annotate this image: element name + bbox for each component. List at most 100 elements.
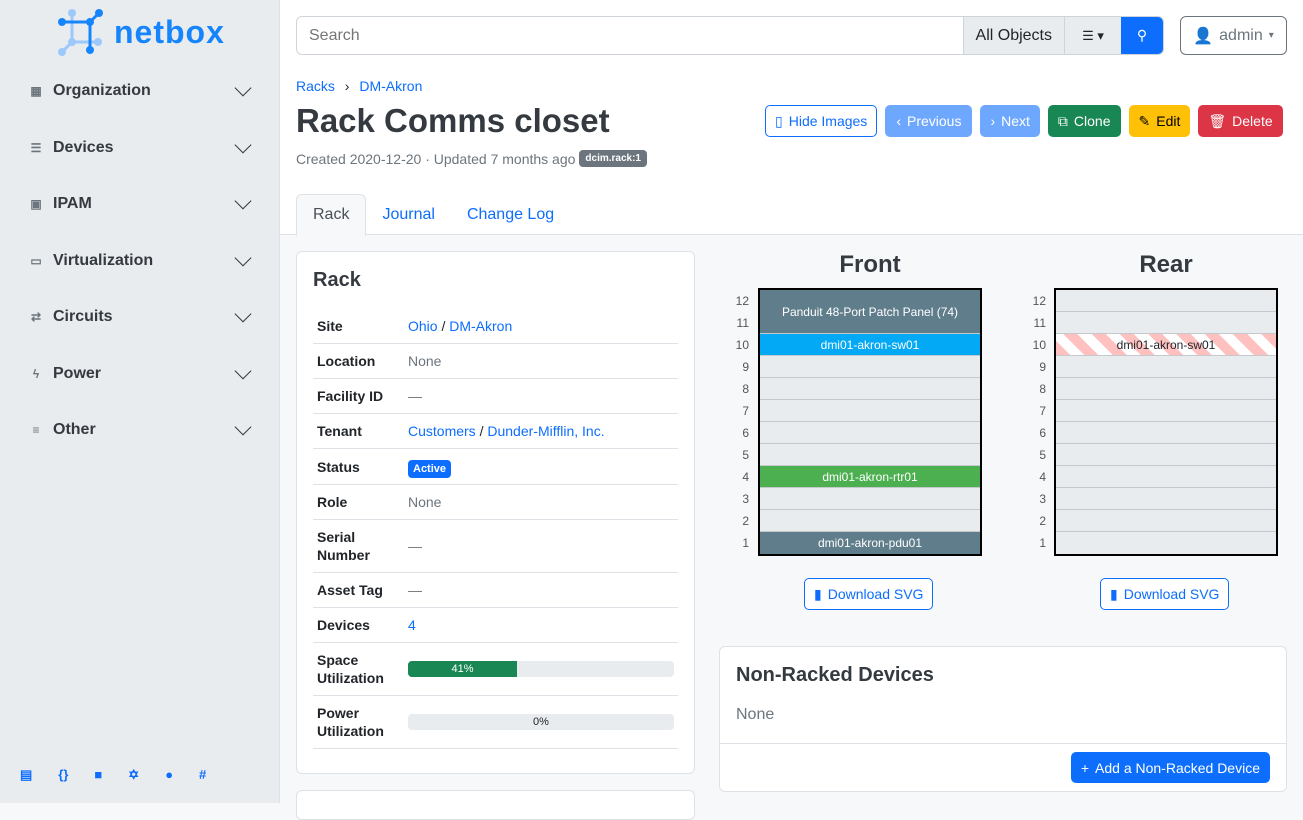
empty-slot[interactable] [760, 422, 980, 444]
nav-label: Devices [53, 139, 114, 156]
device-sw01-rear[interactable]: dmi01-akron-sw01 [1056, 334, 1276, 356]
table-row: Power Utilization 0% [313, 695, 678, 749]
tab-journal[interactable]: Journal [382, 205, 435, 223]
device-rtr01[interactable]: dmi01-akron-rtr01 [760, 466, 980, 488]
attr-label: Location [313, 343, 404, 379]
region-link[interactable]: Ohio [408, 318, 438, 334]
empty-slot[interactable] [760, 356, 980, 378]
attr-value: None [404, 343, 678, 379]
graphql-icon[interactable]: ✡ [128, 767, 140, 782]
search-input[interactable] [297, 17, 963, 54]
tenant-group-link[interactable]: Customers [408, 423, 476, 439]
device-label: dmi01-akron-rtr01 [822, 469, 918, 484]
status-badge: Active [408, 459, 452, 478]
hide-images-button[interactable]: ▯ Hide Images [765, 105, 878, 137]
tab-change-log[interactable]: Change Log [466, 205, 555, 223]
unit-number: 6 [742, 426, 749, 440]
github-icon[interactable]: ● [165, 767, 174, 782]
table-row: Space Utilization 41% [313, 642, 678, 696]
empty-slot[interactable] [1056, 356, 1276, 378]
unit-number: 11 [736, 316, 749, 330]
progress-fill: 41% [408, 661, 518, 677]
object-tag-badge: dcim.rack:1 [579, 150, 647, 167]
label: Download SVG [1123, 586, 1220, 602]
file-download-icon: ▮ [814, 585, 822, 602]
sidebar-item-ipam[interactable]: ▣ IPAM [28, 192, 253, 213]
device-patch-panel[interactable]: Panduit 48-Port Patch Panel (74) [760, 290, 980, 334]
attr-label: Facility ID [313, 378, 404, 414]
empty-slot[interactable] [1056, 444, 1276, 466]
label: Hide Images [788, 113, 868, 129]
rear-elevation: dmi01-akron-sw01 [1054, 288, 1278, 556]
docs-icon[interactable]: ■ [94, 767, 103, 782]
sidebar-item-organization[interactable]: ▦ Organization [28, 79, 253, 100]
device-label: dmi01-akron-pdu01 [817, 536, 923, 550]
label: Previous [906, 113, 962, 129]
edit-button[interactable]: ✎ Edit [1128, 105, 1191, 137]
breadcrumb-racks[interactable]: Racks [296, 78, 335, 94]
empty-slot[interactable] [1056, 290, 1276, 312]
delete-button[interactable]: 🗑 Delete [1198, 105, 1283, 137]
sidebar-item-power[interactable]: ϟ Power [28, 362, 253, 383]
add-non-racked-device-button[interactable]: + Add a Non-Racked Device [1070, 752, 1270, 783]
device-sw01[interactable]: dmi01-akron-sw01 [760, 334, 980, 356]
search-bar: All Objects ☰ ▾ ⚲ [296, 16, 1164, 55]
empty-slot[interactable] [760, 444, 980, 466]
next-card [296, 790, 695, 820]
search-scope-dropdown[interactable]: All Objects [962, 17, 1064, 54]
sidebar-item-circuits[interactable]: ⇄ Circuits [28, 305, 253, 326]
unit-number: 4 [742, 470, 749, 484]
download-rear-svg-button[interactable]: ▮ Download SVG [1100, 578, 1230, 610]
filter-dropdown[interactable]: ☰ ▾ [1064, 17, 1121, 54]
empty-slot[interactable] [1056, 312, 1276, 334]
label: Delete [1232, 113, 1273, 129]
empty-slot[interactable] [1056, 466, 1276, 488]
empty-slot[interactable] [1056, 532, 1276, 554]
sidebar-item-virtualization[interactable]: ▭ Virtualization [28, 249, 253, 270]
counter-icon: ▣ [30, 197, 42, 211]
page-title: Rack Comms closet [296, 102, 610, 139]
sidebar-item-devices[interactable]: ☰ Devices [28, 136, 253, 157]
label: Add a Non-Racked Device [1095, 759, 1260, 776]
tenant-link[interactable]: Dunder-Mifflin, Inc. [487, 423, 605, 439]
unit-number: 10 [735, 338, 749, 352]
empty-slot[interactable] [760, 400, 980, 422]
search-icon: ⚲ [1136, 27, 1148, 43]
empty-slot[interactable] [760, 510, 980, 532]
download-front-svg-button[interactable]: ▮ Download SVG [804, 578, 934, 610]
tab-rack[interactable]: Rack [296, 194, 367, 236]
braces-icon[interactable]: {} [58, 767, 69, 782]
device-label: dmi01-akron-sw01 [820, 337, 920, 352]
book-icon[interactable]: ▤ [20, 767, 33, 782]
empty-slot[interactable] [1056, 400, 1276, 422]
slack-icon[interactable]: # [199, 767, 207, 782]
search-button[interactable]: ⚲ [1121, 17, 1163, 54]
scope-label: All Objects [975, 26, 1052, 44]
non-racked-value: None [736, 706, 775, 723]
table-row: Status Active [313, 448, 678, 485]
attr-label: Site [313, 309, 404, 344]
label: Next [1001, 113, 1030, 129]
chevron-down-icon [234, 136, 252, 154]
site-link[interactable]: DM-Akron [449, 318, 513, 334]
table-row: Asset Tag — [313, 572, 678, 608]
user-menu[interactable]: 👤 admin ▾ [1180, 16, 1287, 55]
netbox-logo[interactable]: netbox [58, 8, 225, 56]
empty-slot[interactable] [1056, 510, 1276, 532]
unit-number: 4 [1039, 470, 1046, 484]
table-row: Facility ID — [313, 378, 678, 414]
empty-slot[interactable] [1056, 378, 1276, 400]
next-button[interactable]: › Next [980, 105, 1040, 137]
device-pdu01[interactable]: dmi01-akron-pdu01 [760, 532, 980, 554]
empty-slot[interactable] [1056, 422, 1276, 444]
empty-slot[interactable] [760, 378, 980, 400]
empty-slot[interactable] [760, 488, 980, 510]
empty-slot[interactable] [1056, 488, 1276, 510]
sidebar-item-other[interactable]: ≡ Other [28, 418, 253, 439]
unit-number: 10 [1032, 338, 1046, 352]
devices-link[interactable]: 4 [408, 617, 416, 633]
previous-button[interactable]: ‹ Previous [885, 105, 973, 137]
power-utilization-bar: 0% [408, 714, 674, 730]
clone-button[interactable]: ⧉ Clone [1047, 105, 1121, 137]
breadcrumb-site[interactable]: DM-Akron [359, 78, 423, 94]
